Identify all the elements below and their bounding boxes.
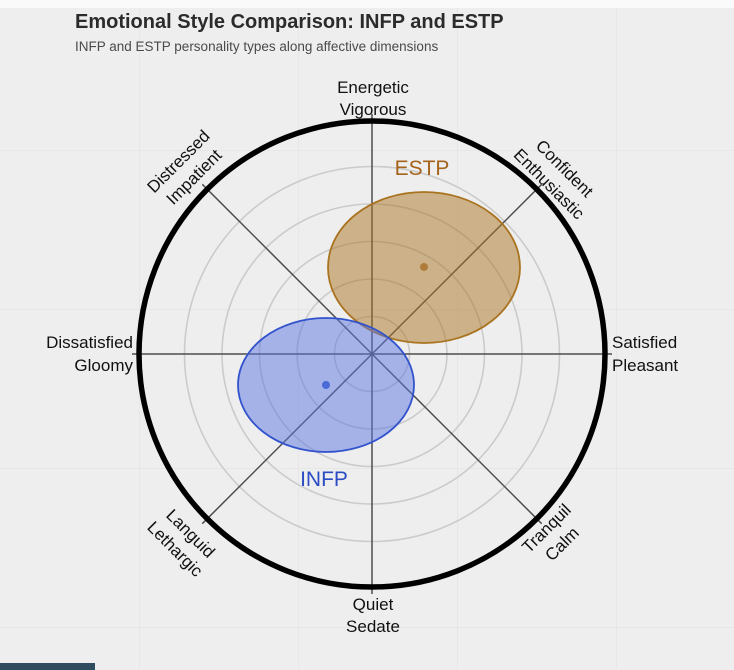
axis-label-top-line2: Vigorous	[340, 100, 407, 119]
top-strip	[0, 0, 734, 8]
axis-label-bottom-left: Languid Lethargic	[143, 505, 218, 580]
chart-subtitle: INFP and ESTP personality types along af…	[75, 39, 439, 54]
axis-label-left-line2: Gloomy	[74, 356, 133, 375]
axis-label-right: Satisfied Pleasant	[612, 333, 678, 375]
chart-title: Emotional Style Comparison: INFP and EST…	[75, 11, 504, 33]
outer-circle	[136, 118, 608, 590]
estp-centroid-dot	[420, 263, 428, 271]
axis-label-right-line2: Pleasant	[612, 356, 678, 375]
axis-label-top: Energetic Vigorous	[337, 78, 409, 119]
chart-header: Emotional Style Comparison: INFP and EST…	[75, 11, 504, 54]
infp-centroid-dot	[322, 381, 330, 389]
bottom-left-bar	[0, 663, 95, 670]
axis-label-bottom-line2: Sedate	[346, 617, 400, 636]
axis-label-bottom-line1: Quiet	[353, 595, 394, 614]
estp-series-label: ESTP	[395, 157, 450, 180]
axis-label-top-line1: Energetic	[337, 78, 409, 97]
axis-label-right-line1: Satisfied	[612, 333, 677, 352]
infp-series-label: INFP	[300, 468, 348, 491]
axis-label-bottom: Quiet Sedate	[346, 595, 400, 636]
axis-label-left: Dissatisfied Gloomy	[46, 333, 133, 375]
axis-label-left-line1: Dissatisfied	[46, 333, 133, 352]
